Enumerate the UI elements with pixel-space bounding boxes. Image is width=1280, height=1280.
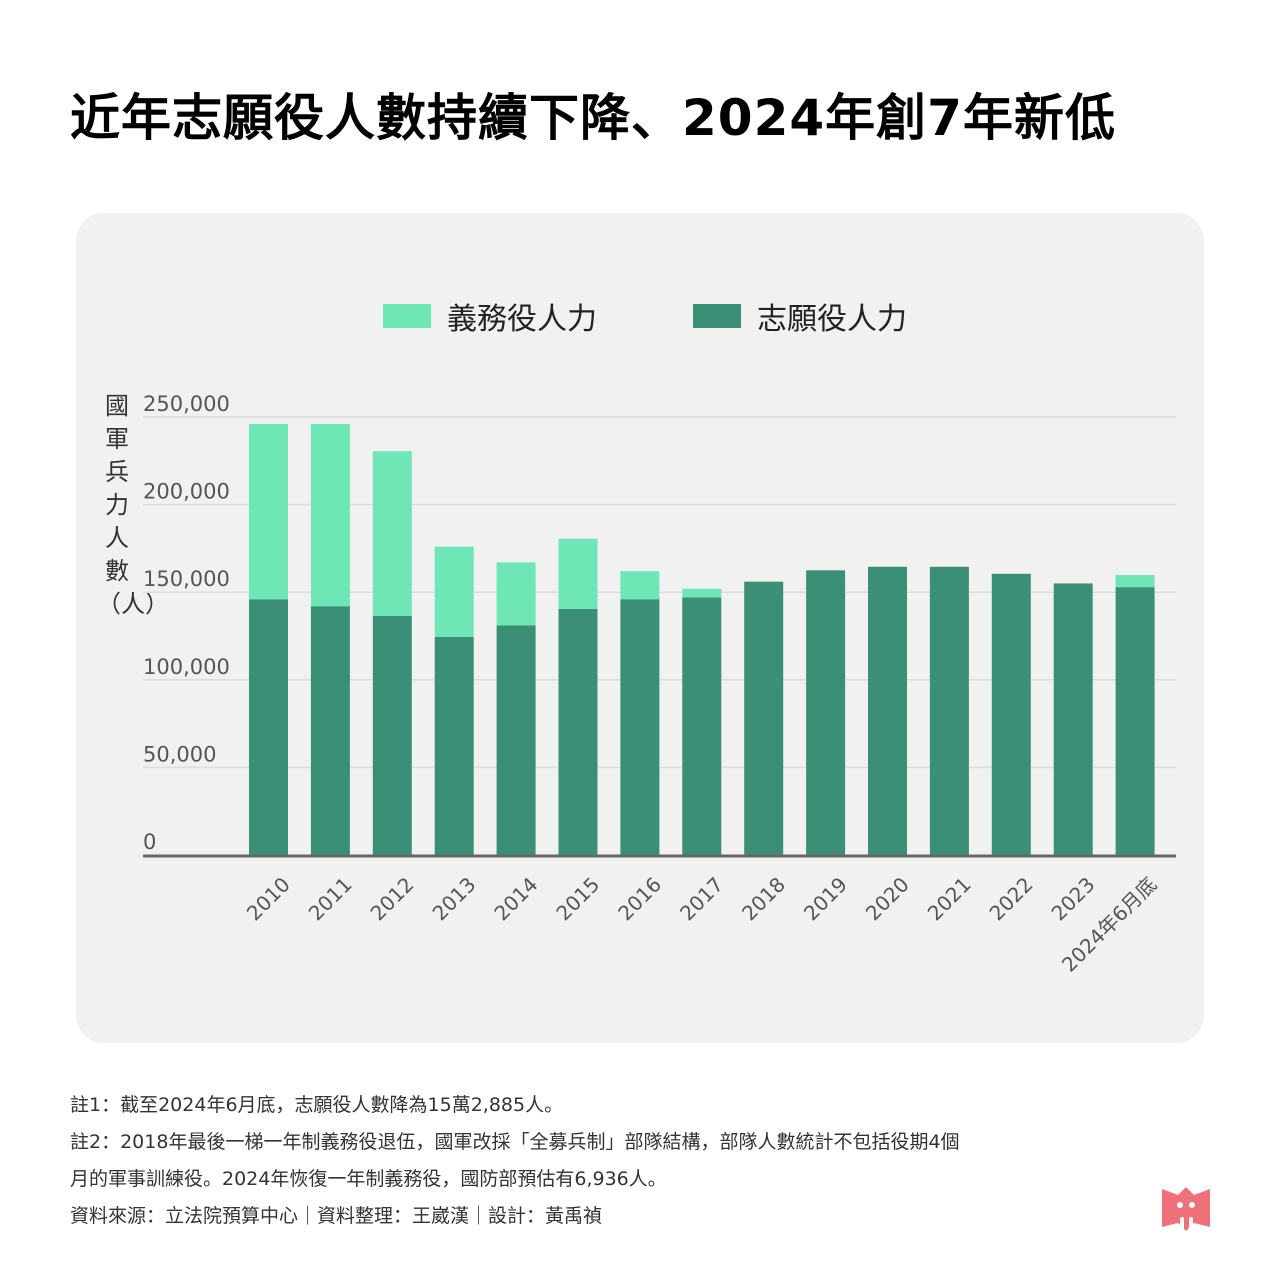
x-tick-label: 2018: [737, 872, 790, 925]
y-tick-label: 50,000: [143, 742, 216, 766]
bar-volunteer: [1053, 583, 1093, 855]
note-1: 註1：截至2024年6月底，志願役人數降為15萬2,885人。: [70, 1094, 564, 1116]
y-tick-label: 100,000: [143, 655, 230, 679]
y-tick-label: 200,000: [143, 480, 230, 504]
book-mascot-logo-icon: [1162, 1187, 1210, 1233]
bar-conscript: [310, 424, 350, 607]
bar-conscript: [682, 588, 722, 598]
x-tick-label: 2012: [366, 872, 419, 925]
bar-volunteer: [991, 573, 1031, 855]
bar-conscript: [1115, 574, 1155, 588]
x-tick-label: 2020: [861, 872, 914, 925]
bar-volunteer: [1115, 587, 1155, 855]
bar-volunteer: [682, 597, 722, 855]
x-tick-label: 2016: [613, 872, 666, 925]
x-tick-label: 2017: [675, 872, 728, 925]
note-2: 註2：2018年最後一梯一年制義務役退伍，國軍改採「全募兵制」部隊結構，部隊人數…: [70, 1131, 960, 1153]
y-tick-label: 250,000: [143, 392, 230, 416]
y-tick-label: 0: [143, 830, 156, 854]
bar-conscript: [249, 424, 288, 600]
bar-volunteer: [310, 606, 350, 855]
bar-conscript: [434, 546, 474, 637]
note-2-continued: 月的軍事訓練役。2024年恢復一年制義務役，國防部預估有6,936人。: [70, 1168, 667, 1190]
bar-conscript: [372, 451, 412, 616]
bar-volunteer: [620, 599, 660, 855]
bar-volunteer: [868, 566, 907, 855]
x-tick-label: 2022: [985, 872, 1038, 925]
x-tick-label: 2021: [923, 872, 976, 925]
bar-volunteer: [806, 570, 846, 855]
bar-volunteer: [558, 608, 598, 855]
bar-volunteer: [744, 581, 784, 855]
legend-label-conscript: 義務役人力: [447, 302, 597, 337]
bar-volunteer: [496, 625, 536, 855]
y-tick-label: 150,000: [143, 567, 230, 591]
bar-conscript: [496, 562, 536, 626]
bar-conscript: [558, 538, 598, 609]
x-tick-label: 2015: [551, 872, 604, 925]
source-credit: 資料來源：立法院預算中心｜資料整理：王崴漢｜設計：黃禹禎: [70, 1205, 603, 1227]
bar-volunteer: [434, 636, 474, 855]
legend-label-volunteer: 志願役人力: [757, 302, 907, 337]
bar-volunteer: [249, 599, 288, 855]
x-tick-label: 2014: [489, 872, 542, 925]
bar-volunteer: [929, 566, 969, 855]
x-tick-label: 2023: [1047, 872, 1100, 925]
x-tick-label: 2019: [799, 872, 852, 925]
legend-swatch-conscript: [383, 304, 431, 328]
legend-item-volunteer: 志願役人力: [693, 294, 907, 338]
footnotes: 註1：截至2024年6月底，志願役人數降為15萬2,885人。 註2：2018年…: [70, 1093, 1130, 1241]
x-tick-label: 2011: [304, 872, 357, 925]
legend-item-conscript: 義務役人力: [383, 294, 597, 338]
x-tick-label: 2010: [242, 872, 295, 925]
legend-swatch-volunteer: [693, 304, 741, 328]
page-title: 近年志願役人數持續下降、2024年創7年新低: [70, 89, 1116, 147]
bar-conscript: [620, 571, 660, 600]
x-tick-label: 2013: [428, 872, 481, 925]
bar-volunteer: [372, 615, 412, 855]
